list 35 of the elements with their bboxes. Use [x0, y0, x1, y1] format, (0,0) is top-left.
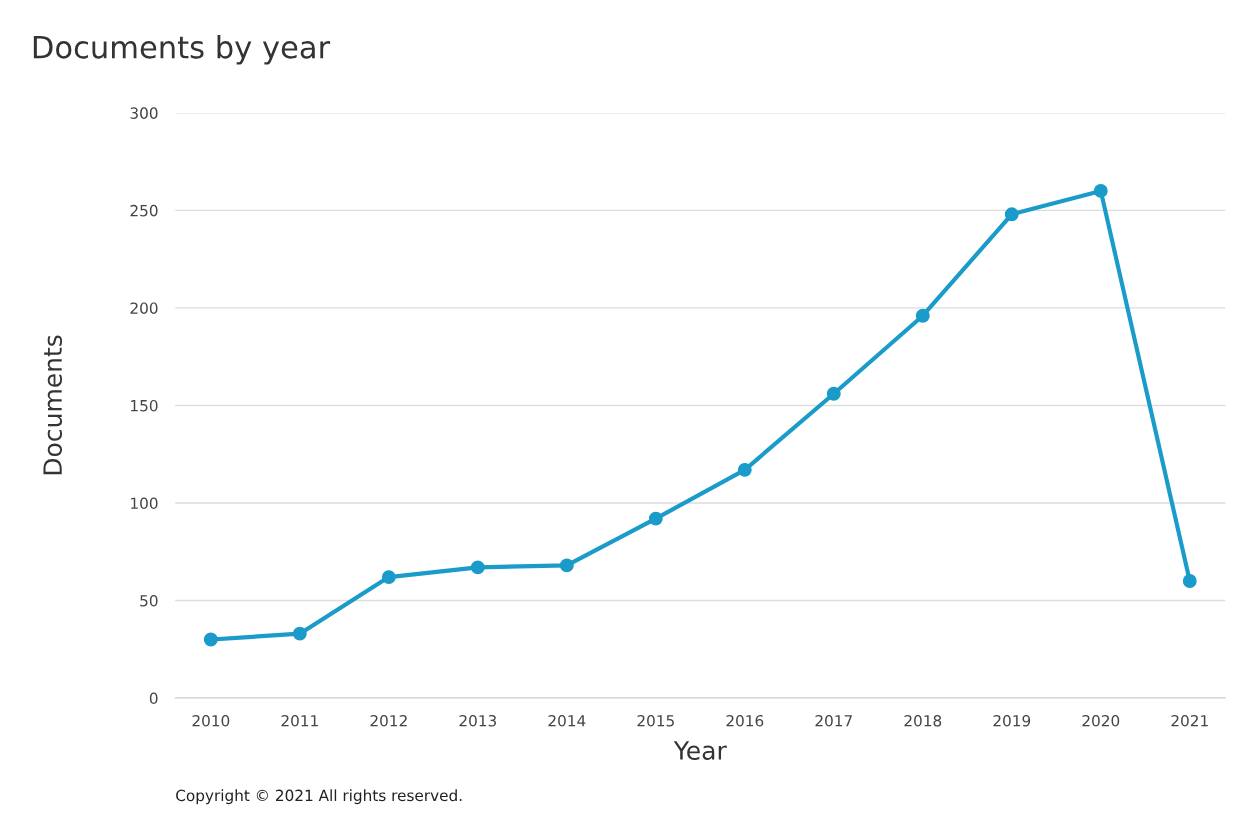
- point: [826, 386, 841, 401]
- point: [1004, 207, 1019, 222]
- x-tick-label: 2011: [281, 714, 318, 727]
- point: [915, 308, 930, 323]
- x-tick-label: 2015: [637, 714, 674, 727]
- point: [559, 558, 574, 573]
- x-axis-title: Year: [673, 741, 727, 760]
- point: [292, 626, 307, 641]
- y-tick-label: 250: [130, 204, 158, 217]
- x-tick-label: 2021: [1171, 714, 1208, 727]
- y-axis-title: Documents: [43, 335, 63, 475]
- x-tick-label: 2016: [726, 714, 764, 727]
- point: [737, 462, 752, 477]
- x-tick-label: 2013: [459, 714, 497, 727]
- x-tick-label: 2010: [192, 714, 230, 727]
- x-tick-label: 2020: [1082, 714, 1120, 727]
- x-tick-label: 2019: [993, 714, 1031, 727]
- point: [381, 570, 396, 585]
- point: [1182, 574, 1197, 588]
- x-tick-label: 2012: [370, 714, 407, 727]
- y-tick-label: 50: [140, 594, 158, 607]
- y-tick-label: 200: [130, 302, 158, 314]
- chart-title: Documents by year: [33, 35, 331, 65]
- y-tick-label: 0: [149, 692, 158, 705]
- x-tick-label: 2018: [904, 714, 942, 727]
- point: [648, 511, 663, 526]
- point: [1093, 183, 1108, 198]
- y-tick-label: 150: [131, 399, 158, 412]
- point: [203, 632, 218, 647]
- point: [470, 560, 485, 575]
- x-tick-label: 2014: [548, 714, 586, 727]
- x-tick-label: 2017: [815, 714, 852, 727]
- y-tick-label: 100: [131, 497, 158, 509]
- text: Copyright © 2021 All rights reserved.: [176, 789, 462, 805]
- y-tick-label: 300: [130, 107, 158, 119]
